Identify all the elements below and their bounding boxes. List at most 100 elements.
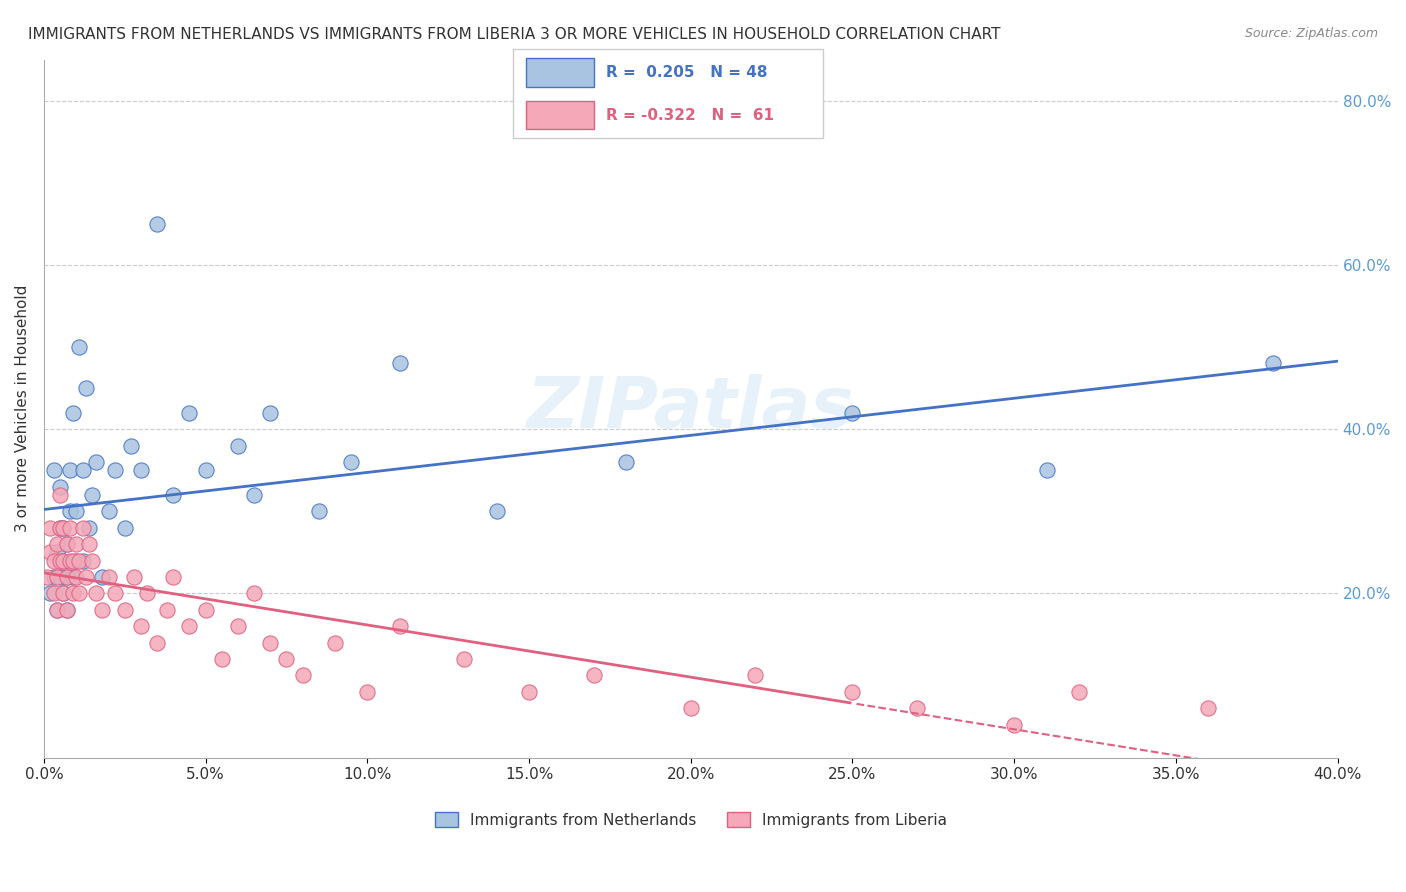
Point [84,455,107,469]
Point [104,463,127,477]
Point [453,652,475,666]
Point [45,537,67,551]
Point [77,537,100,551]
Point [55,603,77,617]
Point [49,521,72,535]
Point [59,553,82,567]
Point [49,480,72,494]
Point [104,586,127,600]
Point [55,537,77,551]
Point [52,521,75,535]
Point [1197,701,1219,715]
Point [55,603,77,617]
Point [65,537,87,551]
Point [39,586,62,600]
Point [69,553,91,567]
Point [45,570,67,584]
Point [1067,685,1090,699]
Point [156,603,179,617]
Point [129,463,152,477]
Point [226,619,249,633]
Point [582,668,605,682]
Point [65,553,87,567]
Point [259,406,281,420]
Point [62,553,84,567]
Point [614,455,637,469]
Text: R = -0.322   N =  61: R = -0.322 N = 61 [606,108,773,122]
Point [72,553,94,567]
Point [243,586,266,600]
Point [905,701,928,715]
Text: IMMIGRANTS FROM NETHERLANDS VS IMMIGRANTS FROM LIBERIA 3 OR MORE VEHICLES IN HOU: IMMIGRANTS FROM NETHERLANDS VS IMMIGRANT… [28,27,1001,42]
Text: ZIPatlas: ZIPatlas [527,374,855,443]
Point [744,668,766,682]
Point [91,570,114,584]
Point [243,488,266,502]
Point [129,619,152,633]
Text: Source: ZipAtlas.com: Source: ZipAtlas.com [1244,27,1378,40]
Point [194,603,217,617]
Point [59,504,82,518]
Point [340,455,363,469]
Point [52,586,75,600]
Point [388,356,411,370]
Point [49,488,72,502]
Point [42,586,65,600]
Point [841,406,863,420]
Point [82,553,104,567]
Point [42,463,65,477]
Point [49,570,72,584]
Point [485,504,508,518]
Point [69,340,91,354]
Point [37,570,59,584]
Point [42,553,65,567]
Point [42,570,65,584]
Point [323,635,346,649]
Point [75,381,97,395]
Point [65,504,87,518]
Point [179,619,201,633]
Point [162,570,184,584]
Point [45,545,67,559]
Point [84,586,107,600]
Point [114,521,136,535]
Point [52,586,75,600]
Point [1002,718,1025,732]
Point [291,668,314,682]
Point [69,586,91,600]
Point [72,463,94,477]
Point [59,463,82,477]
Point [162,488,184,502]
Point [39,521,62,535]
Bar [526,58,593,87]
Point [841,685,863,699]
Point [52,553,75,567]
Point [77,521,100,535]
Point [136,586,159,600]
Point [75,570,97,584]
Point [211,652,233,666]
FancyBboxPatch shape [513,49,823,138]
Point [45,603,67,617]
Point [97,504,120,518]
Point [356,685,378,699]
Point [146,217,169,231]
Y-axis label: 3 or more Vehicles in Household: 3 or more Vehicles in Household [15,285,30,533]
Point [146,635,169,649]
Point [124,570,146,584]
Point [276,652,298,666]
Point [62,586,84,600]
Text: R =  0.205   N = 48: R = 0.205 N = 48 [606,65,768,79]
Point [308,504,330,518]
Bar [526,101,593,129]
Point [45,603,67,617]
Point [52,553,75,567]
Point [1261,356,1284,370]
Point [62,570,84,584]
Point [55,537,77,551]
Point [97,570,120,584]
Point [39,545,62,559]
Point [91,603,114,617]
Point [259,635,281,649]
Point [120,439,142,453]
